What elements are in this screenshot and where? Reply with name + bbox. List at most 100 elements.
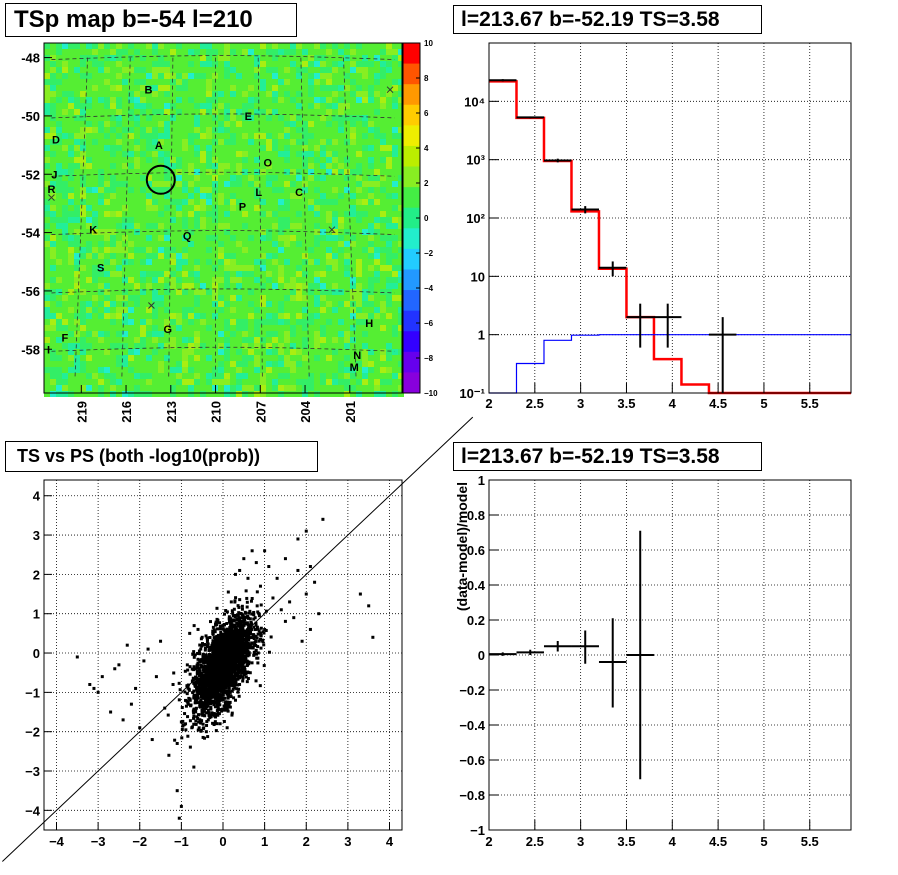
map-pixel: [200, 307, 206, 313]
map-pixel: [62, 139, 68, 145]
map-pixel: [302, 175, 308, 181]
map-pixel: [386, 223, 392, 229]
map-pixel: [164, 307, 170, 313]
map-frame: [43, 42, 403, 394]
map-pixel: [302, 145, 308, 151]
map-pixel: [92, 349, 98, 355]
map-pixel: [380, 145, 386, 151]
map-pixel: [278, 361, 284, 367]
map-pixel: [332, 73, 338, 79]
map-pixel: [272, 115, 278, 121]
map-pixel: [188, 241, 194, 247]
map-pixel: [104, 97, 110, 103]
map-pixel: [266, 199, 272, 205]
map-pixel: [368, 307, 374, 313]
scatter-point: [249, 625, 253, 629]
map-pixel: [278, 121, 284, 127]
map-pixel: [248, 313, 254, 319]
map-pixel: [134, 187, 140, 193]
map-pixel: [368, 247, 374, 253]
scatter-point: [204, 730, 208, 734]
map-pixel: [398, 205, 404, 211]
map-pixel: [242, 223, 248, 229]
map-pixel: [182, 139, 188, 145]
map-pixel: [302, 157, 308, 163]
map-pixel: [200, 43, 206, 49]
map-pixel: [230, 211, 236, 217]
map-pixel: [128, 265, 134, 271]
map-pixel: [134, 385, 140, 391]
map-pixel: [344, 259, 350, 265]
map-pixel: [44, 139, 50, 145]
map-pixel: [116, 361, 122, 367]
map-pixel: [302, 313, 308, 319]
map-pixel: [320, 187, 326, 193]
map-pixel: [104, 271, 110, 277]
map-pixel: [92, 235, 98, 241]
map-pixel: [368, 127, 374, 133]
map-pixel: [278, 193, 284, 199]
map-pixel: [290, 391, 296, 397]
map-pixel: [230, 187, 236, 193]
map-pixel: [122, 343, 128, 349]
map-pixel: [332, 223, 338, 229]
scatter-point: [300, 639, 304, 643]
map-pixel: [44, 253, 50, 259]
map-pixel: [104, 193, 110, 199]
map-pixel: [284, 385, 290, 391]
map-pixel: [176, 103, 182, 109]
map-pixel: [386, 133, 392, 139]
map-pixel: [284, 349, 290, 355]
map-pixel: [80, 229, 86, 235]
map-pixel: [206, 43, 212, 49]
map-pixel: [272, 229, 278, 235]
map-pixel: [140, 253, 146, 259]
map-pixel: [242, 193, 248, 199]
map-y-tick-label: -54: [21, 226, 41, 241]
map-pixel: [374, 61, 380, 67]
map-pixel: [392, 199, 398, 205]
map-pixel: [140, 43, 146, 49]
map-pixel: [344, 211, 350, 217]
map-pixel: [266, 85, 272, 91]
map-pixel: [164, 349, 170, 355]
map-pixel: [68, 373, 74, 379]
map-pixel: [194, 163, 200, 169]
map-pixel: [302, 193, 308, 199]
map-pixel: [74, 217, 80, 223]
map-pixel: [116, 79, 122, 85]
map-pixel: [188, 67, 194, 73]
map-pixel: [278, 55, 284, 61]
map-pixel: [68, 253, 74, 259]
map-pixel: [314, 355, 320, 361]
map-pixel: [260, 163, 266, 169]
map-pixel: [368, 319, 374, 325]
map-pixel: [254, 97, 260, 103]
map-pixel: [320, 307, 326, 313]
map-pixel: [320, 367, 326, 373]
map-pixel: [170, 307, 176, 313]
map-pixel: [254, 283, 260, 289]
map-pixel: [296, 361, 302, 367]
map-pixel: [356, 265, 362, 271]
map-pixel: [290, 181, 296, 187]
map-pixel: [134, 301, 140, 307]
map-pixel: [338, 211, 344, 217]
map-pixel: [146, 247, 152, 253]
map-pixel: [56, 85, 62, 91]
cross-stroke: [48, 194, 55, 201]
map-pixel: [350, 211, 356, 217]
map-pixel: [338, 367, 344, 373]
map-pixel: [356, 85, 362, 91]
map-pixel: [128, 73, 134, 79]
map-pixel: [86, 367, 92, 373]
map-pixel: [170, 331, 176, 337]
map-pixel: [62, 235, 68, 241]
map-pixel: [266, 139, 272, 145]
map-pixel: [152, 85, 158, 91]
map-pixel: [116, 139, 122, 145]
map-pixel: [290, 349, 296, 355]
map-pixel: [140, 97, 146, 103]
map-pixel: [182, 133, 188, 139]
scatter-point: [218, 635, 222, 639]
